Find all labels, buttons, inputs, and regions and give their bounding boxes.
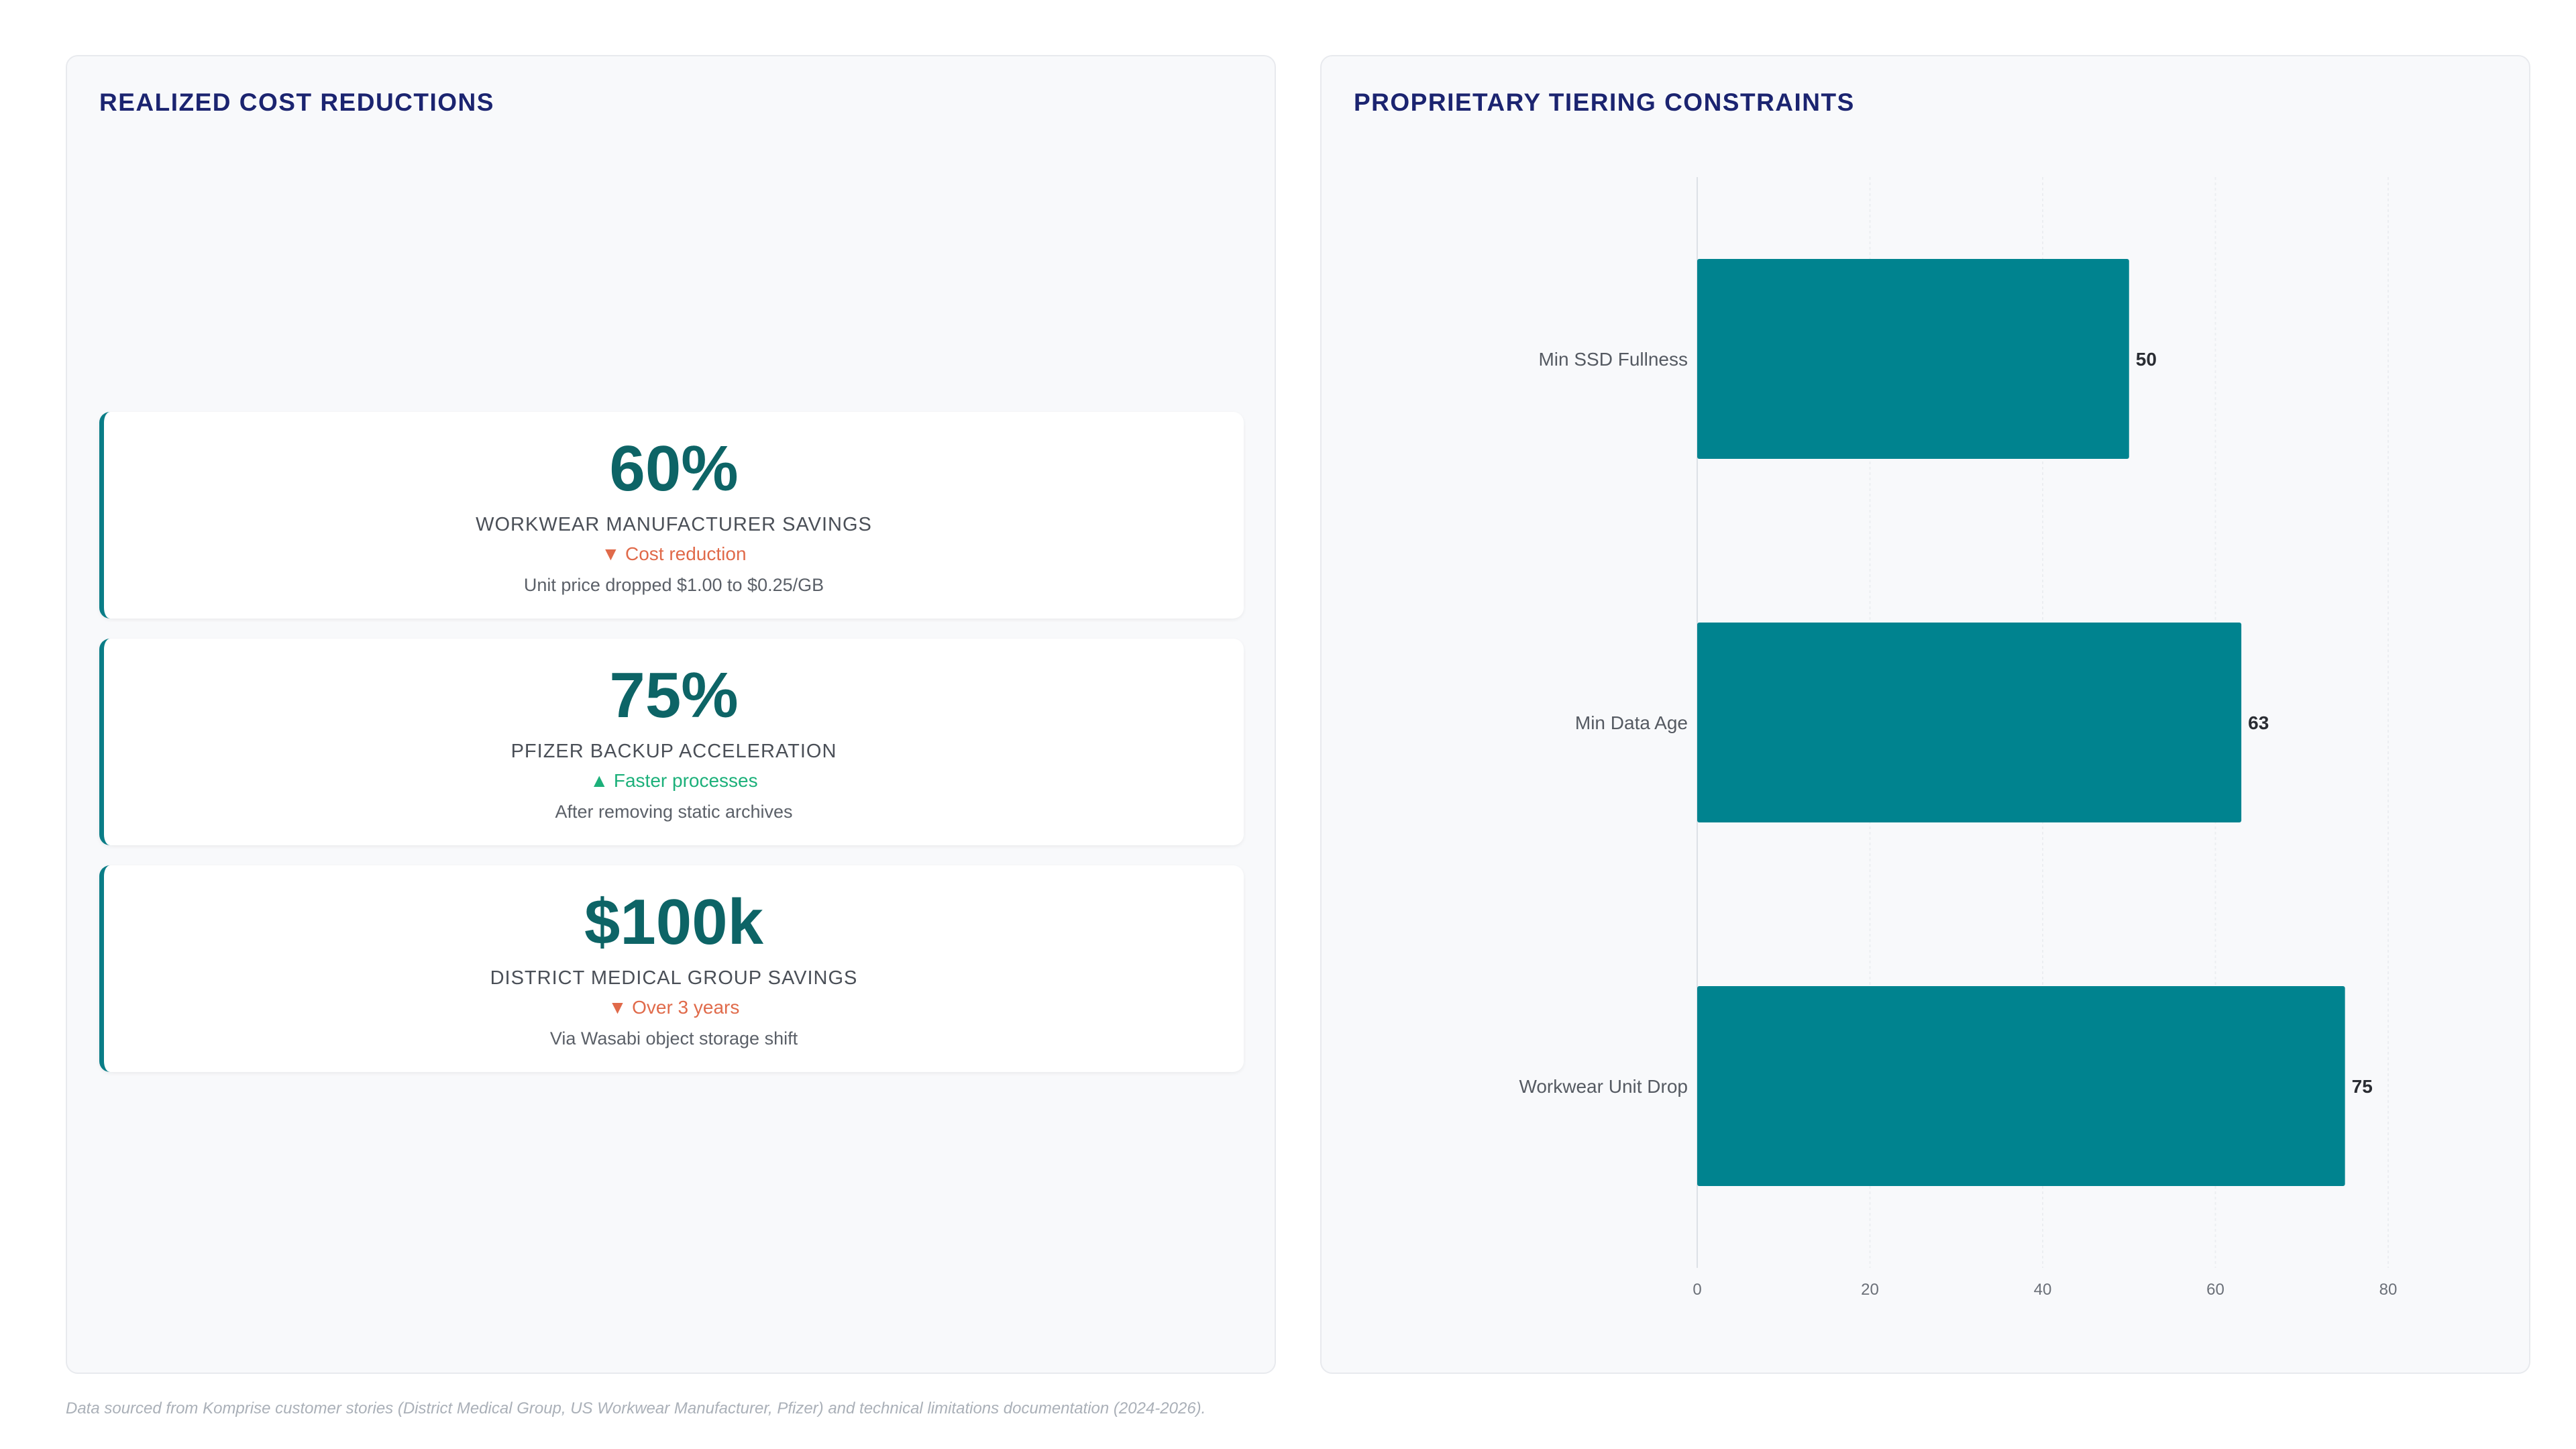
footnote: Data sourced from Komprise customer stor… <box>66 1399 1206 1417</box>
value-label: 50 <box>2136 349 2157 370</box>
x-tick-label: 0 <box>1693 1281 1701 1299</box>
kpi-trend: ▼ Over 3 years <box>608 997 740 1018</box>
bar-chart: 0 20 40 60 80 Min SSD Fullness 50 Min Data Age 6… <box>1519 177 2398 1299</box>
kpi-card-district-medical: $100k DISTRICT MEDICAL GROUP SAVINGS ▼ O… <box>99 865 1244 1072</box>
category-label: Workwear Unit Drop <box>1519 1076 1688 1097</box>
kpi-card-workwear: 60% WORKWEAR MANUFACTURER SAVINGS ▼ Cost… <box>99 412 1244 619</box>
kpi-note: Via Wasabi object storage shift <box>549 1028 798 1049</box>
value-label: 63 <box>2248 712 2269 733</box>
kpi-label: DISTRICT MEDICAL GROUP SAVINGS <box>490 967 858 989</box>
kpi-trend: ▲ Faster processes <box>590 770 758 791</box>
kpi-label: PFIZER BACKUP ACCELERATION <box>511 741 837 762</box>
x-tick-label: 40 <box>2034 1281 2052 1299</box>
kpi-trend: ▼ Cost reduction <box>601 543 747 564</box>
bar <box>1697 985 2345 1187</box>
bar <box>1697 258 2129 460</box>
kpi-card-pfizer: 75% PFIZER BACKUP ACCELERATION ▲ Faster … <box>99 639 1244 845</box>
category-label: Min SSD Fullness <box>1538 349 1688 370</box>
panel-title: PROPRIETARY TIERING CONSTRAINTS <box>1354 89 1855 116</box>
kpi-value: $100k <box>584 886 763 958</box>
kpi-note: Unit price dropped $1.00 to $0.25/GB <box>523 575 824 595</box>
x-tick-label: 60 <box>2206 1281 2224 1299</box>
kpi-note: After removing static archives <box>555 802 793 822</box>
panel-title: REALIZED COST REDUCTIONS <box>99 89 494 116</box>
x-tick-label: 80 <box>2379 1281 2398 1299</box>
value-label: 75 <box>2352 1076 2373 1097</box>
category-label: Min Data Age <box>1575 712 1688 733</box>
tiering-constraints-panel: PROPRIETARY TIERING CONSTRAINTS 0 20 40 60 8… <box>1320 55 2530 1374</box>
kpi-label: WORKWEAR MANUFACTURER SAVINGS <box>476 514 872 535</box>
kpi-value: 75% <box>609 659 739 731</box>
realized-cost-reductions-panel: REALIZED COST REDUCTIONS 60% WORKWEAR MA… <box>66 55 1276 1374</box>
x-tick-label: 20 <box>1861 1281 1879 1299</box>
bar <box>1697 622 2242 823</box>
kpi-value: 60% <box>609 433 739 504</box>
